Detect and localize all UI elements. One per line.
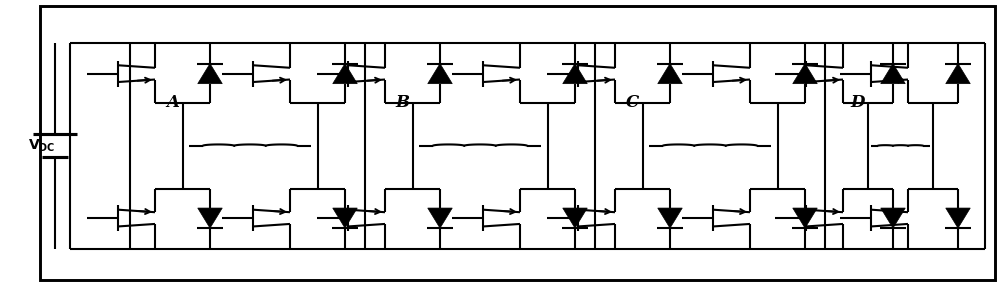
Polygon shape — [946, 208, 970, 228]
Polygon shape — [658, 208, 682, 228]
Polygon shape — [946, 63, 970, 84]
Text: A: A — [166, 94, 179, 112]
Polygon shape — [793, 208, 817, 228]
Polygon shape — [428, 63, 452, 84]
Polygon shape — [198, 208, 222, 228]
Polygon shape — [793, 63, 817, 84]
Polygon shape — [333, 63, 357, 84]
Polygon shape — [563, 63, 587, 84]
Polygon shape — [881, 63, 905, 84]
Polygon shape — [333, 208, 357, 228]
Text: B: B — [395, 94, 410, 112]
Polygon shape — [198, 63, 222, 84]
Polygon shape — [881, 208, 905, 228]
Text: D: D — [851, 94, 865, 112]
Text: $\mathbf{V_{DC}}$: $\mathbf{V_{DC}}$ — [28, 138, 56, 154]
Text: C: C — [626, 94, 639, 112]
Polygon shape — [563, 208, 587, 228]
Polygon shape — [428, 208, 452, 228]
Polygon shape — [658, 63, 682, 84]
